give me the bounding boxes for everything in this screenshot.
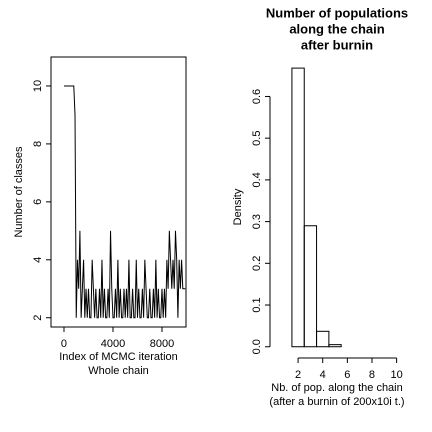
y-tick-label: 6 <box>32 199 44 205</box>
trace-line <box>63 85 186 319</box>
x-tick-label: 4000 <box>101 338 125 350</box>
chart-title: Number of populations <box>266 5 408 20</box>
y-tick-label: 0.3 <box>251 214 263 229</box>
x-tick-label: 0 <box>61 338 67 350</box>
subtitle: Whole chain <box>88 365 149 377</box>
y-axis-label: Number of classes <box>13 146 25 238</box>
subtitle: (after a burnin of 200x10i t.) <box>269 396 404 408</box>
y-tick-label: 2 <box>32 315 44 321</box>
x-axis-label: Index of MCMC iteration <box>59 351 178 363</box>
bar <box>291 67 305 348</box>
y-tick-label: 0.0 <box>251 339 263 354</box>
chart-title: along the chain <box>289 21 384 36</box>
y-tick-label: 10 <box>32 80 44 92</box>
x-tick-label: 6 <box>344 369 350 381</box>
y-tick-label: 0.4 <box>251 172 263 187</box>
y-tick-label: 0.2 <box>251 256 263 271</box>
x-tick-label: 10 <box>390 369 402 381</box>
y-tick-label: 0.6 <box>251 89 263 104</box>
chart-title: after burnin <box>301 37 373 52</box>
x-tick-label: 8 <box>369 369 375 381</box>
y-tick-label: 0.5 <box>251 131 263 146</box>
x-tick-label: 8000 <box>150 338 174 350</box>
x-axis-label: Nb. of pop. along the chain <box>271 382 402 394</box>
y-tick-label: 4 <box>32 257 44 263</box>
bar <box>303 225 318 348</box>
x-tick-label: 4 <box>320 369 326 381</box>
y-axis-label: Density <box>232 188 244 225</box>
x-tick-label: 2 <box>295 369 301 381</box>
bar <box>328 344 342 348</box>
y-tick-label: 8 <box>32 141 44 147</box>
y-tick-label: 0.1 <box>251 297 263 312</box>
bar <box>316 330 330 348</box>
